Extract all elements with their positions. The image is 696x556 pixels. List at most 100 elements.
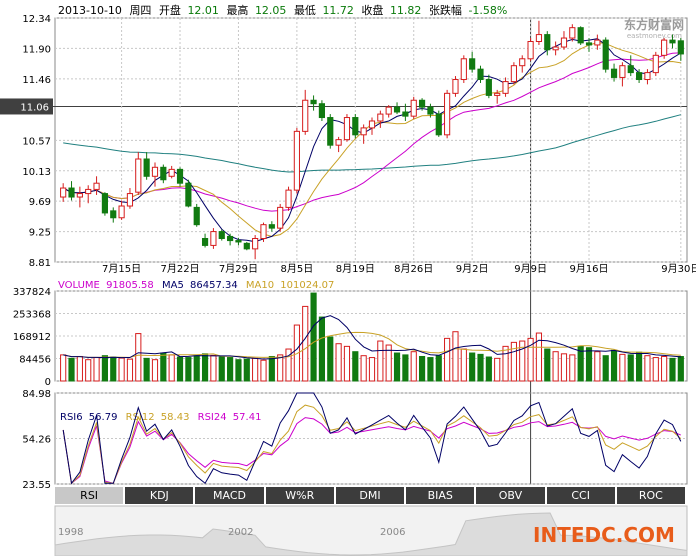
price-tick-label: 10.13	[22, 167, 51, 178]
vol-ma10-value: 101024.07	[280, 280, 334, 291]
ma60-line	[63, 114, 681, 173]
rsi12-label: RSI12	[126, 412, 155, 423]
tab-rsi[interactable]: RSI	[55, 487, 124, 504]
crosshair-price-box	[0, 98, 53, 115]
svg-text:RSI6 56.79 RSI12 5: RSI6 56.79 RSI12 58.43 RSI24 57.41	[60, 412, 261, 423]
volume-bar	[661, 355, 668, 382]
volume-bar	[201, 353, 209, 382]
open-label: 开盘	[159, 3, 181, 17]
volume-bar	[318, 316, 326, 382]
svg-text:VOLUME 91805.58 MA5: VOLUME 91805.58 MA5 86457.34 MA10 101024…	[58, 280, 334, 291]
candle-body	[368, 120, 376, 129]
price-tick-label: 8.81	[29, 258, 51, 269]
candle-body	[402, 111, 409, 117]
candle-body	[652, 54, 659, 74]
candle-body	[477, 68, 484, 81]
overview-area	[54, 512, 688, 556]
candle-body	[268, 224, 275, 229]
tab-dmi[interactable]: DMI	[335, 487, 405, 504]
candle-body	[452, 79, 459, 94]
candle-body	[627, 65, 634, 74]
candle-body	[285, 189, 292, 208]
candle-body	[552, 46, 559, 51]
volume-bar	[585, 347, 593, 382]
low-value: 11.72	[322, 4, 354, 17]
volume-bar	[652, 357, 659, 382]
candle-body	[218, 231, 225, 239]
candle-body	[193, 206, 200, 226]
candle-body	[76, 193, 83, 198]
header-date: 2013-10-10	[58, 4, 122, 17]
vol-ma5-value: 86457.34	[190, 280, 238, 291]
volume-bar	[669, 357, 676, 382]
volume-tick-label: 0	[45, 377, 51, 388]
tab-kdj[interactable]: KDJ	[125, 487, 194, 504]
vol-ma10-label: MA10	[246, 280, 274, 291]
volume-bar	[368, 357, 376, 382]
rsi-tick-label: 54.26	[22, 435, 51, 446]
volume-bar	[101, 355, 108, 382]
volume-tick-label: 168912	[13, 332, 51, 343]
candle-body	[310, 99, 317, 105]
volume-bar	[93, 357, 100, 382]
candle-body	[327, 117, 334, 146]
volume-bar	[310, 292, 317, 382]
candle-body	[560, 37, 568, 48]
volume-bar	[469, 352, 476, 382]
candle-body	[444, 92, 451, 136]
candle-body	[110, 210, 117, 219]
candle-body	[126, 193, 134, 207]
rsi6-label: RSI6	[60, 412, 83, 423]
candle-body	[185, 182, 192, 207]
candle-body	[352, 117, 359, 136]
date-tick-label: 9月16日	[569, 263, 608, 275]
volume-bar	[352, 351, 359, 382]
candle-body	[661, 39, 668, 56]
candle-body	[235, 240, 242, 243]
low-label: 最低	[294, 4, 316, 17]
candle-body	[435, 113, 442, 136]
volume-bar	[594, 351, 601, 382]
volume-bar	[235, 359, 242, 382]
tab-cci[interactable]: CCI	[546, 487, 615, 504]
tab-obv[interactable]: OBV	[476, 487, 545, 504]
volume-ma5-line	[63, 315, 681, 360]
overview-year-label: 2002	[228, 527, 253, 538]
volume-bar	[126, 358, 134, 382]
volume-bar	[360, 355, 367, 382]
candle-body	[252, 237, 259, 250]
candle-body	[527, 41, 534, 60]
overview-year-label: 1998	[58, 527, 83, 538]
rsi12-value: 58.43	[161, 412, 190, 423]
tab-roc[interactable]: ROC	[616, 487, 685, 504]
volume-bar	[427, 357, 434, 382]
candle-body	[343, 117, 351, 141]
tab-wpctr[interactable]: W%R	[265, 487, 334, 504]
rsi-tick-label: 84.98	[22, 389, 51, 400]
volume-title: VOLUME	[58, 280, 100, 291]
volume-bar	[185, 357, 192, 382]
candle-body	[118, 205, 125, 219]
rsi24-line	[62, 417, 681, 485]
volume-tick-label: 253368	[13, 310, 51, 321]
volume-bar	[210, 354, 217, 382]
volume-bar	[560, 353, 568, 382]
volume-bar	[552, 351, 559, 382]
tab-bias[interactable]: BIAS	[406, 487, 475, 504]
volume-bar	[510, 341, 517, 382]
volume-bar	[435, 355, 442, 382]
candle-body	[393, 106, 401, 113]
candle-body	[377, 113, 384, 122]
candle-body	[544, 34, 551, 51]
candle-body	[135, 158, 142, 193]
volume-bar	[444, 337, 451, 382]
candle-body	[636, 72, 643, 81]
volume-bar	[168, 354, 175, 382]
volume-bar	[477, 353, 484, 382]
volume-bar	[527, 337, 534, 382]
header-weekday: 周四	[129, 4, 151, 17]
volume-bar	[410, 351, 417, 382]
volume-bar	[302, 305, 309, 382]
tab-macd[interactable]: MACD	[195, 487, 264, 504]
crosshair-price-label: 11.06	[20, 102, 49, 113]
